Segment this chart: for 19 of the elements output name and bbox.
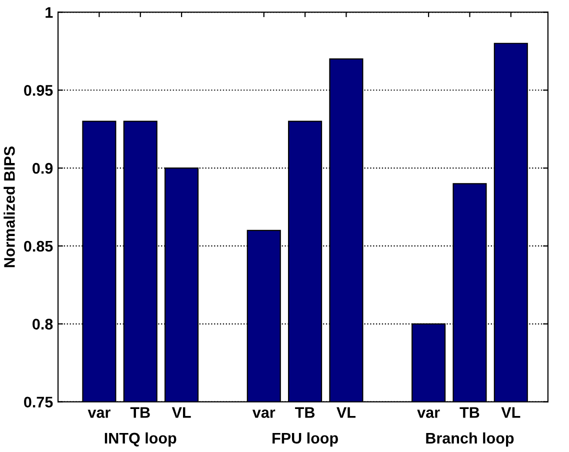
x-tick-label: var bbox=[88, 410, 110, 418]
y-tick-label: 0.95 bbox=[24, 84, 53, 96]
x-tick-label: VL bbox=[172, 407, 191, 418]
x-tick-label: TB bbox=[460, 407, 480, 418]
x-tick-label: var bbox=[417, 410, 440, 418]
x-tick-label: TB bbox=[130, 407, 150, 418]
y-tick-label: 0.75 bbox=[24, 396, 53, 408]
x-tick-label: VL bbox=[501, 407, 520, 418]
x-tick-label: TB bbox=[295, 407, 315, 418]
y-tick-label: 0.85 bbox=[24, 240, 53, 252]
text: INTQ loop bbox=[104, 432, 176, 447]
y-tick-label: 0.8 bbox=[32, 318, 53, 330]
text: Branch loop bbox=[426, 432, 514, 447]
y-tick-label: 0.9 bbox=[32, 162, 53, 174]
text: FPU loop bbox=[272, 432, 338, 447]
y-tick-label: 1 bbox=[46, 7, 53, 18]
x-tick-label: VL bbox=[336, 407, 356, 418]
x-tick-label: var bbox=[252, 410, 276, 418]
y-axis-title: Normalized BIPS bbox=[4, 146, 15, 268]
